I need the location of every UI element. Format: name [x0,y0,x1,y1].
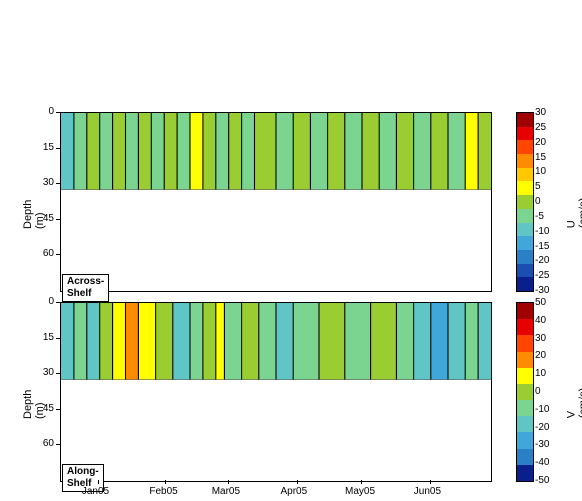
ytick: 30 [43,177,54,188]
xtick: Apr05 [281,486,308,497]
xtick: Feb05 [149,486,177,497]
colorbar-tick: 5 [535,182,541,192]
xtick: Jan05 [82,486,109,497]
xtick: May05 [345,486,375,497]
colorbar-tick: 0 [535,387,541,397]
colorbar-tick: 10 [535,167,546,177]
ytick: 30 [43,367,54,378]
colorbar-2: 50403020100-10-20-30-40-50 [516,302,534,482]
colorbar-tick: 50 [535,298,546,308]
ytick: 0 [48,296,54,307]
colorbar-tick: -10 [535,405,549,415]
colorbar-tick: -30 [535,440,549,450]
xtick: Mar05 [212,486,240,497]
colorbar-tick: 20 [535,138,546,148]
colorbar-tick: -50 [535,476,549,486]
colorbar-tick: 30 [535,108,546,118]
ytick: 0 [48,106,54,117]
ytick: 45 [43,403,54,414]
colorbar-tick: 10 [535,369,546,379]
colorbar-tick: -10 [535,227,549,237]
xtick: Jun05 [414,486,441,497]
colorbar-tick: 40 [535,316,546,326]
panel-label-1: Across-Shelf [62,274,109,302]
colorbar-tick: -20 [535,256,549,266]
plot-area-1 [60,112,492,292]
colorbar-tick: -15 [535,242,549,252]
ytick: 15 [43,332,54,343]
ytick: 15 [43,142,54,153]
colorbar-tick: 15 [535,153,546,163]
colorbar-tick: 0 [535,197,541,207]
colorbar-tick: 30 [535,334,546,344]
colorbar-tick: -40 [535,458,549,468]
colorbar-tick: -20 [535,423,549,433]
colorbar-label-2: V (cm/s) [565,388,582,419]
plot-area-2 [60,302,492,482]
colorbar-tick: -25 [535,271,549,281]
ytick: 45 [43,213,54,224]
colorbar-tick: 20 [535,351,546,361]
colorbar-tick: 25 [535,123,546,133]
colorbar-tick: -30 [535,286,549,296]
colorbar-tick: -5 [535,212,544,222]
ytick: 60 [43,438,54,449]
ytick: 60 [43,248,54,259]
colorbar-1: 302520151050-5-10-15-20-25-30 [516,112,534,292]
colorbar-label-1: U (cm/s) [565,198,582,229]
